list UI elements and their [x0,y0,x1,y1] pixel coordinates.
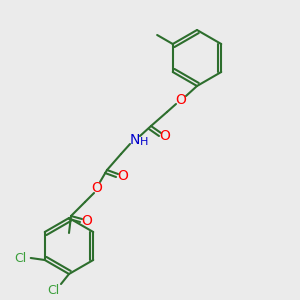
Text: O: O [160,129,170,143]
Text: H: H [140,137,148,147]
Text: O: O [118,169,128,183]
Text: Cl: Cl [47,284,59,296]
Text: O: O [176,93,186,107]
Text: O: O [92,181,102,195]
Text: Cl: Cl [15,251,27,265]
Text: O: O [82,214,92,228]
Text: N: N [130,133,140,147]
